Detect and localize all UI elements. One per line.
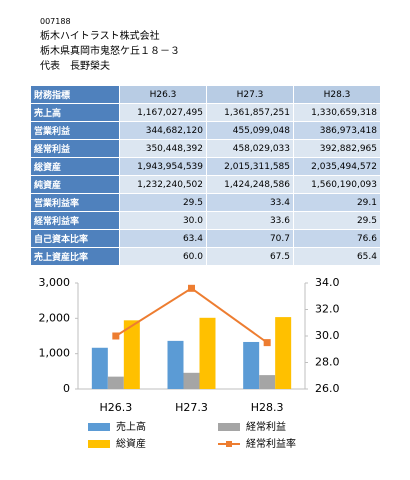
cell: 1,424,248,586 <box>206 175 294 194</box>
cell: 2,015,311,585 <box>206 157 294 176</box>
cell: 76.6 <box>293 229 381 248</box>
y2-tick-label: 30.0 <box>315 329 340 342</box>
legend-label: 総資産 <box>116 437 146 450</box>
table-row: 売上高 1,167,027,495 1,361,857,251 1,330,659,3… <box>30 103 381 122</box>
cell: 386,973,418 <box>293 121 381 140</box>
bar <box>243 341 260 389</box>
cell: 1,232,240,502 <box>119 175 207 194</box>
address: 栃木県真岡市鬼怒ケ丘１８－３ <box>40 46 180 57</box>
table-row: 営業利益率 29.5 33.4 29.1 <box>30 193 381 212</box>
row-label: 財務指標 <box>30 85 120 104</box>
cell: 33.6 <box>206 211 294 230</box>
cell: 392,882,965 <box>293 139 381 158</box>
legend-marker <box>88 423 110 431</box>
table-row: 売上資産比率 60.0 67.5 65.4 <box>30 247 381 266</box>
cell: 30.0 <box>119 211 207 230</box>
bar <box>183 372 200 389</box>
x-tick-label: H28.3 <box>251 401 284 414</box>
bar <box>123 320 140 389</box>
row-label: 純資産 <box>30 175 120 194</box>
cell: 1,330,659,318 <box>293 103 381 122</box>
bar <box>91 347 108 389</box>
point <box>263 339 271 347</box>
legend-label: 売上高 <box>116 420 146 433</box>
cell: 1,167,027,495 <box>119 103 207 122</box>
bar <box>107 376 124 389</box>
row-label: 総資産 <box>30 157 120 176</box>
company: 栃木ハイトラスト株式会社 <box>40 31 160 42</box>
table-row: 総資産 1,943,954,539 2,015,311,585 2,035,494,5… <box>30 157 381 176</box>
row-label: 経常利益 <box>30 139 120 158</box>
row-label: 売上高 <box>30 103 120 122</box>
row-label: 経常利益率 <box>30 211 120 230</box>
x-tick-label: H26.3 <box>99 401 132 414</box>
cell: 458,029,033 <box>206 139 294 158</box>
y2-tick-label: 32.0 <box>315 303 340 316</box>
cell: 29.5 <box>293 211 381 230</box>
cell: 29.5 <box>119 193 207 212</box>
row-label: 営業利益 <box>30 121 120 140</box>
cell: H26.3 <box>119 85 207 104</box>
cell: 2,035,494,572 <box>293 157 381 176</box>
cell: 1,943,954,539 <box>119 157 207 176</box>
cell: 70.7 <box>206 229 294 248</box>
cell: H27.3 <box>206 85 294 104</box>
representative: 代表 長野榮夫 <box>40 61 110 72</box>
y-tick-label: 0 <box>63 382 70 395</box>
y2-tick-label: 34.0 <box>315 276 340 289</box>
cell: 455,099,048 <box>206 121 294 140</box>
point <box>188 284 195 292</box>
cell: 63.4 <box>119 229 207 248</box>
cell: 344,682,120 <box>119 121 207 140</box>
code: 007188 <box>40 17 71 26</box>
table-row: 財務指標 H26.3 H27.3 H28.3 <box>30 85 381 104</box>
row-label: 自己資本比率 <box>30 229 120 248</box>
legend-label: 経常利益 <box>246 420 286 433</box>
cell: 29.1 <box>293 193 381 212</box>
table-row: 自己資本比率 63.4 70.7 76.6 <box>30 229 381 248</box>
y-tick-label: 1,000 <box>39 347 71 360</box>
chart: 0 1,000 2,000 3,000 26.0 28.0 30.0 32.0 34.0 H26.… <box>39 276 340 450</box>
header: 007188 栃木ハイトラスト株式会社 栃木県真岡市鬼怒ケ丘１８－３ 代表 長野… <box>40 14 180 74</box>
cell: H28.3 <box>293 85 381 104</box>
y-tick-label: 3,000 <box>39 276 71 289</box>
y2-tick-label: 26.0 <box>315 382 340 395</box>
legend-marker <box>226 441 232 447</box>
bar <box>199 317 216 389</box>
bar <box>167 340 184 389</box>
finance-table: 財務指標 H26.3 H27.3 H28.3 売上高 1,167,027,495 1,361… <box>30 85 381 266</box>
cell: 1,361,857,251 <box>206 103 294 122</box>
cell: 33.4 <box>206 193 294 212</box>
legend-label: 経常利益率 <box>246 437 296 450</box>
point <box>112 332 120 340</box>
row-label: 営業利益率 <box>30 193 120 212</box>
x-tick-label: H27.3 <box>175 401 208 414</box>
cell: 65.4 <box>293 247 381 266</box>
table-row: 営業利益 344,682,120 455,099,048 386,973,418 <box>30 121 381 140</box>
cell: 60.0 <box>119 247 207 266</box>
legend-marker <box>218 423 240 431</box>
table-row: 経常利益 350,448,392 458,029,033 392,882,965 <box>30 139 381 158</box>
y-tick-label: 2,000 <box>39 311 71 324</box>
bar <box>259 375 276 389</box>
bar <box>275 317 292 389</box>
legend-marker <box>88 440 110 448</box>
cell: 67.5 <box>206 247 294 266</box>
row-label: 売上資産比率 <box>30 247 120 266</box>
table-row: 経常利益率 30.0 33.6 29.5 <box>30 211 381 230</box>
y2-tick-label: 28.0 <box>315 356 340 369</box>
cell: 350,448,392 <box>119 139 207 158</box>
cell: 1,560,190,093 <box>293 175 381 194</box>
table-row: 純資産 1,232,240,502 1,424,248,586 1,560,190,0… <box>30 175 381 194</box>
